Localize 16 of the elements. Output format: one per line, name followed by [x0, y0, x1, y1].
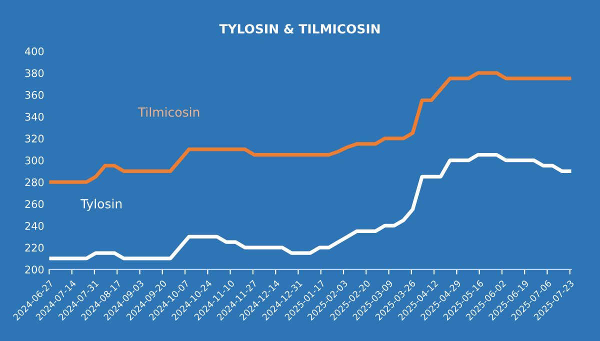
y-tick-label: 380: [25, 69, 44, 78]
line-series: [49, 153, 572, 260]
y-tick-label: 300: [25, 156, 44, 164]
y-tick-label: 240: [25, 222, 44, 230]
text: Tilmicosin: [138, 107, 200, 117]
text: Tylosin: [80, 198, 122, 211]
y-tick-label: 400: [24, 47, 44, 56]
y-tick-label: 320: [25, 134, 44, 143]
y-tick-label: 360: [25, 91, 44, 99]
y-tick-label: 200: [25, 266, 44, 274]
y-tick-label: 260: [25, 200, 44, 208]
line-series: [49, 71, 572, 184]
chart-title: TYLOSIN & TILMICOSIN: [219, 24, 380, 34]
y-tick-label: 220: [25, 244, 44, 252]
y-tick-label: 280: [25, 178, 44, 186]
y-tick-label: 340: [25, 112, 44, 121]
